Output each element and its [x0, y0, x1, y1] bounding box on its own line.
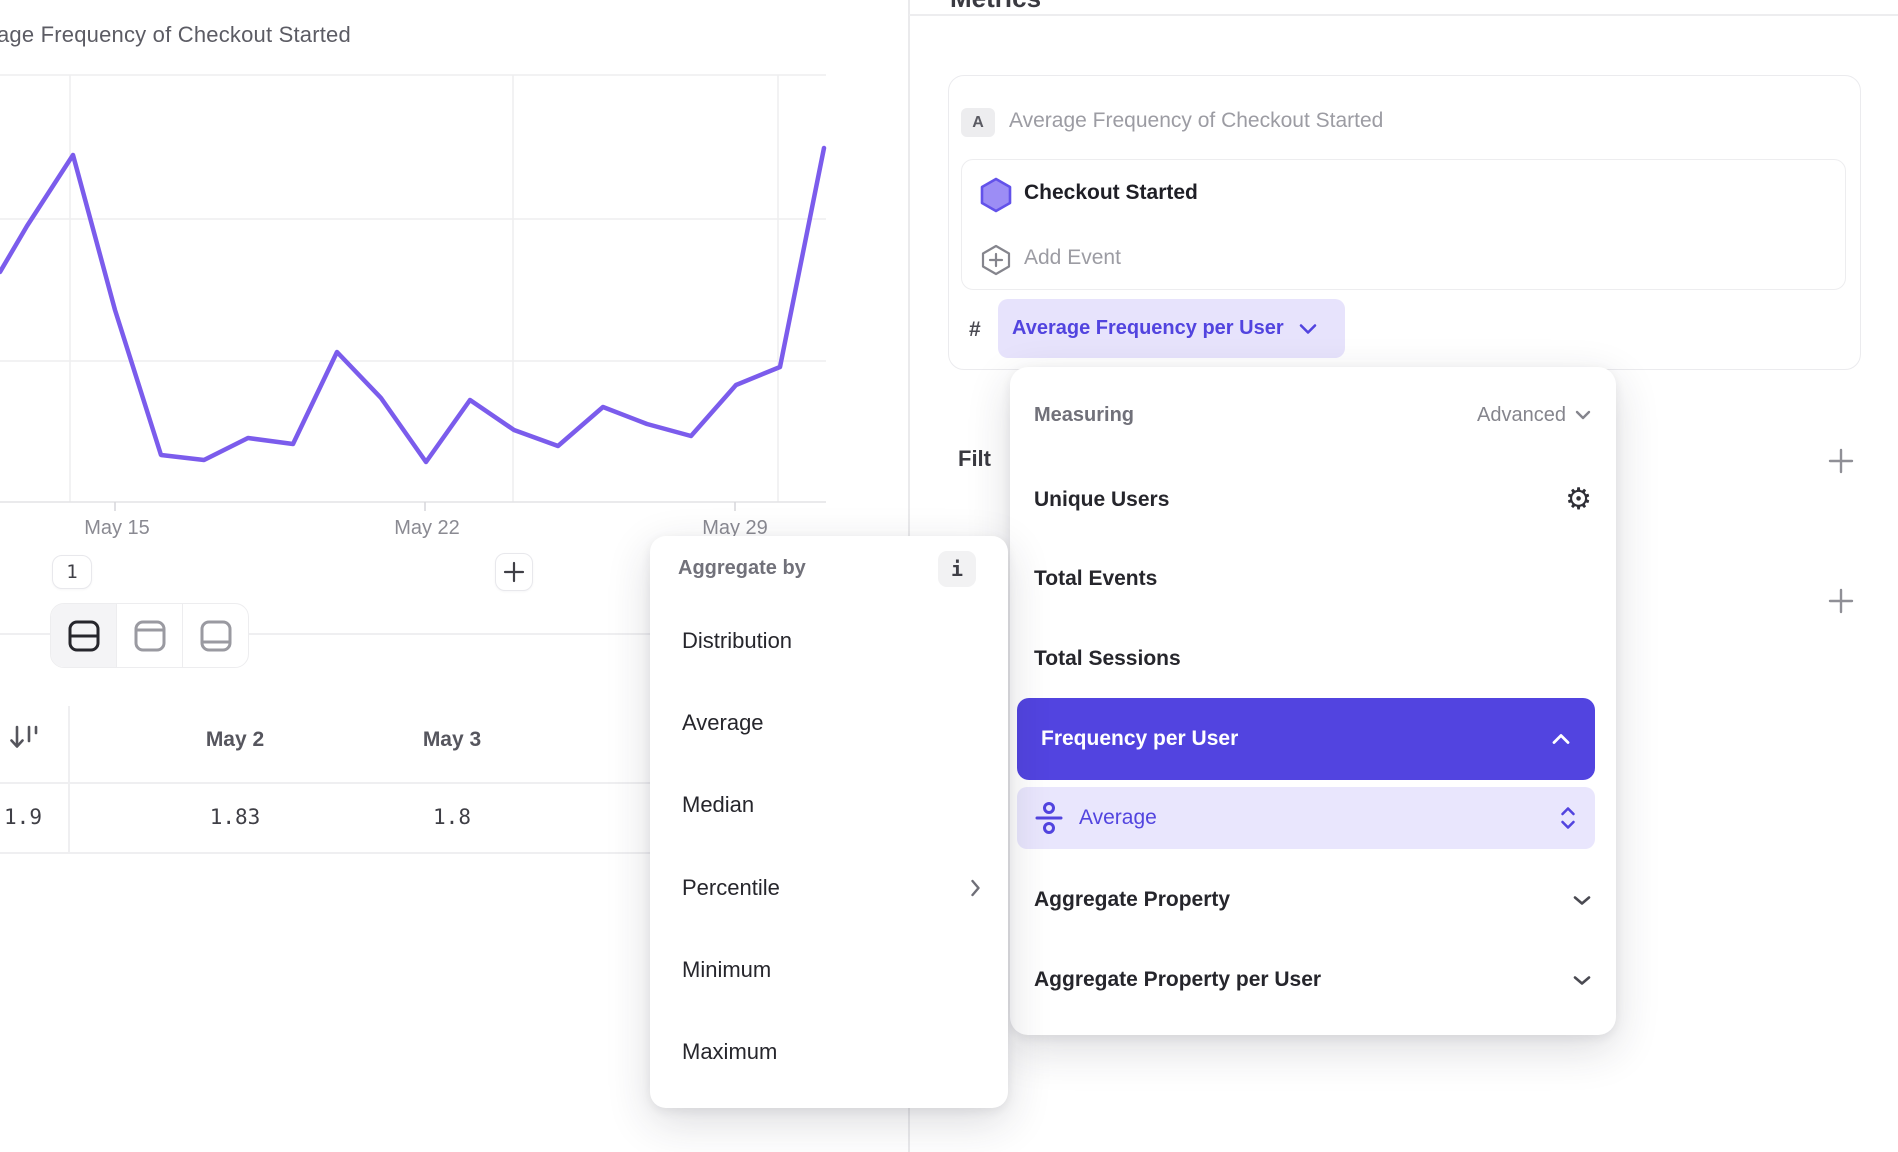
measuring-header: Measuring Advanced: [1034, 375, 1592, 455]
gear-icon[interactable]: ⚙: [1565, 483, 1592, 516]
table-cell: 1.8: [433, 805, 471, 829]
sort-descending-icon: [10, 725, 38, 748]
table-header-cell[interactable]: May 3: [422, 728, 482, 751]
x-tick-label: May 29: [702, 517, 768, 539]
add-event-icon[interactable]: [980, 243, 1012, 277]
unfold-more-icon: [1561, 807, 1575, 829]
split-rows-icon: [68, 620, 99, 651]
menu-item-unique-users[interactable]: Unique Users ⚙: [1034, 483, 1592, 516]
tab-metrics[interactable]: Metrics: [950, 0, 1041, 14]
plus-icon: [1828, 588, 1854, 614]
menu-item-minimum[interactable]: Minimum: [682, 957, 772, 982]
event-name[interactable]: Checkout Started: [1024, 181, 1198, 204]
series-count-badge[interactable]: 1: [52, 555, 92, 589]
add-filter-button[interactable]: [1827, 447, 1855, 475]
add-section-button[interactable]: [1827, 587, 1855, 615]
menu-item-distribution[interactable]: Distribution: [682, 628, 793, 653]
panel-bottom-icon: [200, 620, 231, 651]
plus-icon: [1828, 448, 1854, 474]
menu-subitem-average[interactable]: Average: [1017, 787, 1595, 849]
plus-icon: [503, 561, 525, 583]
measure-selector-label: Average Frequency per User: [1012, 317, 1284, 339]
chart-series-line: [0, 145, 827, 465]
menu-item-average[interactable]: Average: [682, 710, 764, 735]
chevron-right-icon: [971, 879, 980, 897]
measure-selector-pill[interactable]: Average Frequency per User: [998, 299, 1345, 358]
metric-name-input[interactable]: Average Frequency of Checkout Started: [1009, 109, 1384, 132]
layout-chart-bottom-button[interactable]: [182, 604, 248, 667]
menu-item-frequency-per-user-selected[interactable]: Frequency per User: [1017, 698, 1595, 780]
measuring-popup: Measuring Advanced Unique Users ⚙ Total …: [1010, 367, 1616, 1035]
chevron-down-icon: [1299, 323, 1316, 334]
table-column-divider: [68, 706, 70, 852]
table-row-border: [0, 852, 908, 854]
average-divide-icon: [1035, 802, 1063, 834]
layout-chart-top-button[interactable]: [116, 604, 182, 667]
x-tick-label: May 15: [84, 517, 150, 539]
header-divider: [909, 14, 1898, 16]
layout-toggle-group: [50, 603, 249, 668]
section-divider: [0, 633, 908, 635]
aggregate-by-popup: Aggregate by i Distribution Average Medi…: [650, 536, 1008, 1108]
table-cell-cut: 1.9: [4, 805, 42, 829]
menu-item-aggregate-property-per-user[interactable]: Aggregate Property per User: [1034, 940, 1592, 1020]
add-annotation-button[interactable]: [495, 553, 533, 591]
layout-split-rows-button[interactable]: [51, 604, 116, 667]
measure-type-symbol: #: [969, 318, 981, 341]
sort-button[interactable]: [8, 722, 40, 759]
table-header-cell[interactable]: May 2: [205, 728, 265, 751]
table-cell: 1.83: [209, 805, 261, 829]
filters-section-heading: Filt: [958, 446, 991, 471]
metric-card: A Average Frequency of Checkout Started …: [948, 75, 1861, 370]
measuring-label: Measuring: [1034, 403, 1135, 426]
panel-top-icon: [134, 620, 165, 651]
advanced-label: Advanced: [1477, 403, 1566, 426]
menu-item-aggregate-property[interactable]: Aggregate Property: [1034, 860, 1592, 940]
menu-item-median[interactable]: Median: [682, 792, 755, 817]
metric-letter-badge: A: [961, 108, 995, 137]
chart-title: age Frequency of Checkout Started: [0, 22, 351, 47]
chevron-down-icon: [1573, 895, 1591, 905]
chevron-down-icon: [1573, 975, 1591, 985]
chevron-up-icon: [1552, 733, 1570, 744]
event-box: Checkout Started Add Event: [961, 159, 1846, 290]
table-header-border: [0, 782, 908, 784]
chevron-down-icon: [1575, 410, 1591, 420]
x-tick-label: May 22: [394, 517, 460, 539]
add-event-button[interactable]: Add Event: [1024, 246, 1121, 269]
menu-item-total-events[interactable]: Total Events: [1034, 567, 1158, 590]
line-chart: [0, 74, 827, 511]
menu-item-total-sessions[interactable]: Total Sessions: [1034, 647, 1181, 670]
menu-item-percentile[interactable]: Percentile: [682, 847, 982, 929]
advanced-toggle[interactable]: Advanced: [1477, 404, 1592, 427]
info-icon[interactable]: i: [938, 551, 976, 587]
event-hexagon-icon: [980, 177, 1012, 213]
aggregate-by-label: Aggregate by: [678, 557, 806, 579]
menu-item-maximum[interactable]: Maximum: [682, 1039, 778, 1064]
